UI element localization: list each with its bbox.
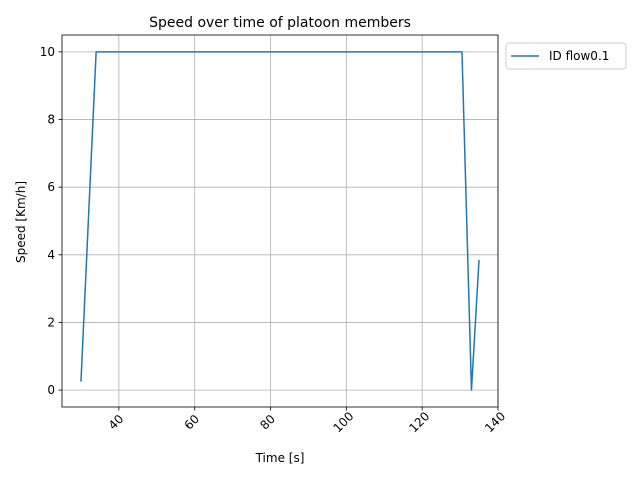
legend-box: [505, 42, 627, 70]
x-tick-label: 40: [106, 412, 127, 433]
x-tick-label: 140: [482, 409, 508, 435]
series-line: [80, 51, 480, 391]
y-tick-label: 6: [47, 180, 55, 194]
axes-frame: [61, 34, 499, 408]
y-tick-label: 10: [40, 45, 55, 59]
plot-area: 40 60 80 100 120 140 0 2 4 6 8 10: [40, 34, 508, 435]
x-axis-label: Time [s]: [255, 451, 305, 465]
x-tick-label: 120: [406, 409, 432, 435]
y-tick-label: 2: [47, 315, 55, 329]
legend: ID flow0.1: [505, 42, 627, 70]
y-tick-label: 4: [47, 248, 55, 262]
y-tick-label: 8: [47, 113, 55, 127]
legend-label: ID flow0.1: [549, 49, 609, 63]
y-axis-label: Speed [Km/h]: [14, 181, 28, 263]
chart-title: Speed over time of platoon members: [149, 15, 411, 31]
y-tick-label: 0: [47, 383, 55, 397]
x-tick-label: 100: [330, 409, 356, 435]
x-tick-label: 60: [182, 412, 203, 433]
x-tick-label: 80: [257, 412, 278, 433]
